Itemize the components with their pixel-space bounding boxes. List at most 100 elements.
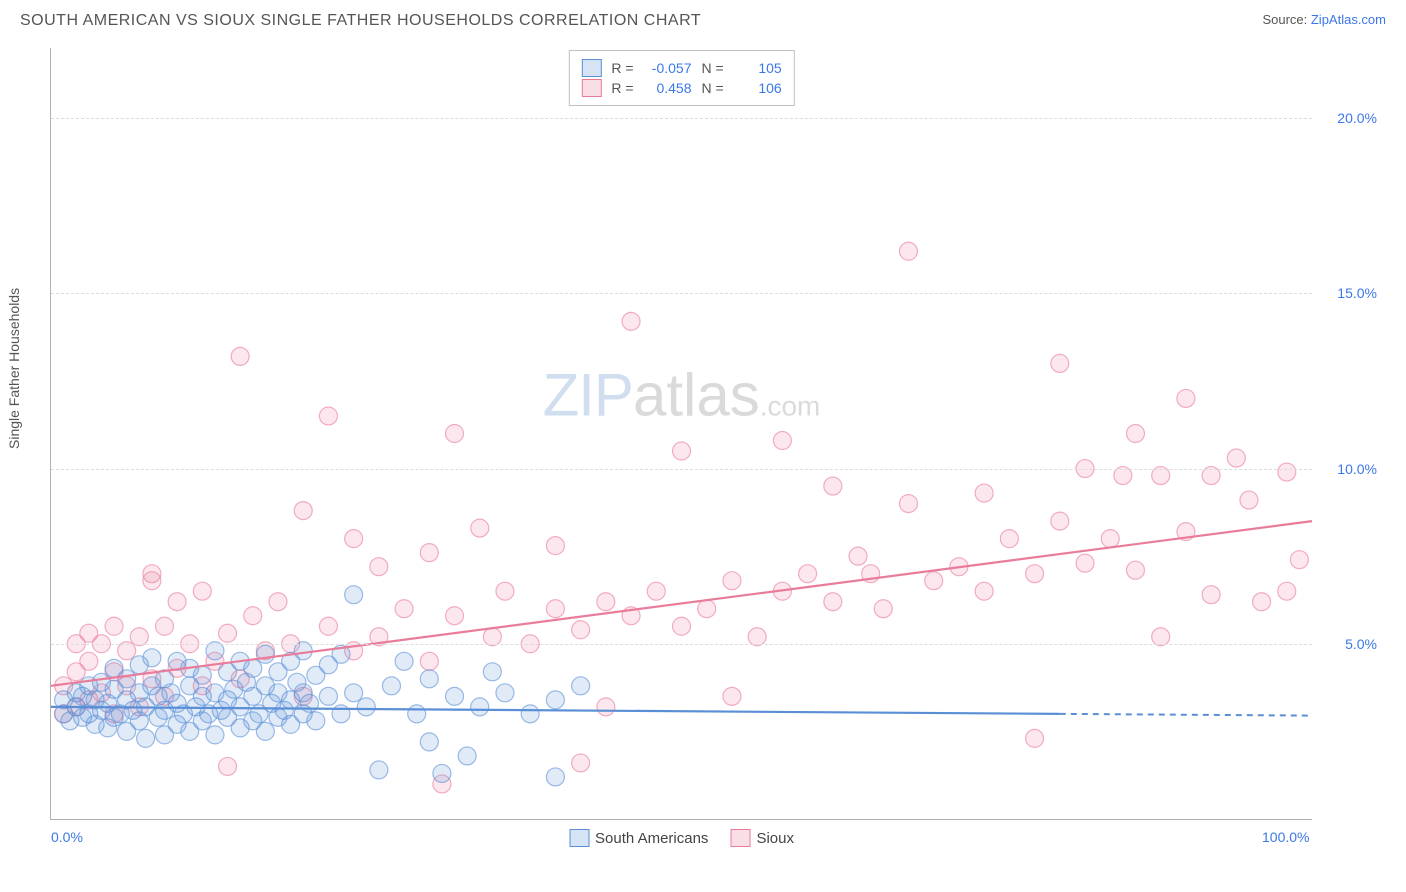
scatter-point — [420, 544, 438, 562]
scatter-point — [458, 747, 476, 765]
scatter-point — [382, 677, 400, 695]
scatter-svg — [51, 48, 1312, 819]
scatter-point — [1076, 554, 1094, 572]
scatter-point — [546, 537, 564, 555]
legend-item-1: Sioux — [730, 829, 794, 847]
scatter-point — [824, 593, 842, 611]
n-value-0: 105 — [734, 60, 782, 76]
correlation-row-1: R = 0.458 N = 106 — [581, 79, 781, 97]
bottom-legend: South Americans Sioux — [569, 829, 794, 847]
correlation-row-0: R = -0.057 N = 105 — [581, 59, 781, 77]
scatter-point — [622, 312, 640, 330]
scatter-point — [471, 698, 489, 716]
scatter-point — [307, 712, 325, 730]
scatter-point — [1051, 354, 1069, 372]
scatter-point — [1051, 512, 1069, 530]
r-label-0: R = — [611, 60, 633, 76]
scatter-point — [572, 621, 590, 639]
scatter-point — [193, 582, 211, 600]
scatter-point — [155, 617, 173, 635]
scatter-point — [925, 572, 943, 590]
scatter-point — [546, 768, 564, 786]
scatter-point — [231, 347, 249, 365]
scatter-point — [723, 687, 741, 705]
scatter-point — [105, 617, 123, 635]
gridline-h — [51, 644, 1312, 645]
chart-container: Single Father Households ZIPatlas.com R … — [50, 48, 1382, 850]
r-value-0: -0.057 — [644, 60, 692, 76]
scatter-point — [899, 242, 917, 260]
scatter-point — [1290, 551, 1308, 569]
scatter-point — [433, 764, 451, 782]
scatter-point — [899, 495, 917, 513]
scatter-point — [345, 530, 363, 548]
scatter-point — [1126, 561, 1144, 579]
scatter-point — [395, 600, 413, 618]
scatter-point — [332, 705, 350, 723]
scatter-point — [118, 670, 136, 688]
scatter-point — [319, 687, 337, 705]
y-tick-label: 5.0% — [1317, 636, 1377, 652]
scatter-point — [824, 477, 842, 495]
scatter-point — [723, 572, 741, 590]
scatter-point — [1278, 582, 1296, 600]
scatter-point — [471, 519, 489, 537]
scatter-point — [193, 666, 211, 684]
scatter-point — [1026, 565, 1044, 583]
n-value-1: 106 — [734, 80, 782, 96]
source-link[interactable]: ZipAtlas.com — [1311, 12, 1386, 27]
correlation-swatch-0 — [581, 59, 601, 77]
scatter-point — [975, 582, 993, 600]
scatter-point — [521, 705, 539, 723]
scatter-point — [219, 757, 237, 775]
source-citation: Source: ZipAtlas.com — [1262, 12, 1386, 27]
scatter-point — [206, 726, 224, 744]
scatter-point — [1000, 530, 1018, 548]
trend-line — [51, 521, 1312, 686]
scatter-point — [496, 684, 514, 702]
scatter-point — [269, 593, 287, 611]
scatter-point — [357, 698, 375, 716]
scatter-point — [1202, 586, 1220, 604]
legend-swatch-1 — [730, 829, 750, 847]
scatter-point — [80, 652, 98, 670]
scatter-point — [408, 705, 426, 723]
scatter-point — [597, 698, 615, 716]
scatter-point — [597, 593, 615, 611]
scatter-point — [345, 586, 363, 604]
scatter-point — [673, 617, 691, 635]
scatter-point — [370, 558, 388, 576]
y-tick-label: 10.0% — [1317, 461, 1377, 477]
scatter-point — [546, 600, 564, 618]
scatter-point — [773, 432, 791, 450]
scatter-point — [420, 670, 438, 688]
gridline-h — [51, 469, 1312, 470]
scatter-point — [1253, 593, 1271, 611]
r-label-1: R = — [611, 80, 633, 96]
scatter-point — [143, 565, 161, 583]
gridline-h — [51, 293, 1312, 294]
scatter-point — [647, 582, 665, 600]
y-tick-label: 15.0% — [1317, 285, 1377, 301]
scatter-point — [256, 722, 274, 740]
scatter-point — [1278, 463, 1296, 481]
scatter-point — [1240, 491, 1258, 509]
scatter-point — [1026, 729, 1044, 747]
scatter-point — [849, 547, 867, 565]
scatter-point — [294, 502, 312, 520]
scatter-point — [572, 677, 590, 695]
scatter-point — [483, 663, 501, 681]
x-tick-label: 100.0% — [1262, 829, 1309, 845]
legend-item-0: South Americans — [569, 829, 708, 847]
scatter-point — [673, 442, 691, 460]
n-label-1: N = — [702, 80, 724, 96]
correlation-legend-box: R = -0.057 N = 105 R = 0.458 N = 106 — [568, 50, 794, 106]
scatter-point — [143, 649, 161, 667]
scatter-point — [446, 607, 464, 625]
scatter-point — [698, 600, 716, 618]
scatter-point — [219, 624, 237, 642]
n-label-0: N = — [702, 60, 724, 76]
legend-swatch-0 — [569, 829, 589, 847]
y-tick-label: 20.0% — [1317, 110, 1377, 126]
scatter-point — [572, 754, 590, 772]
